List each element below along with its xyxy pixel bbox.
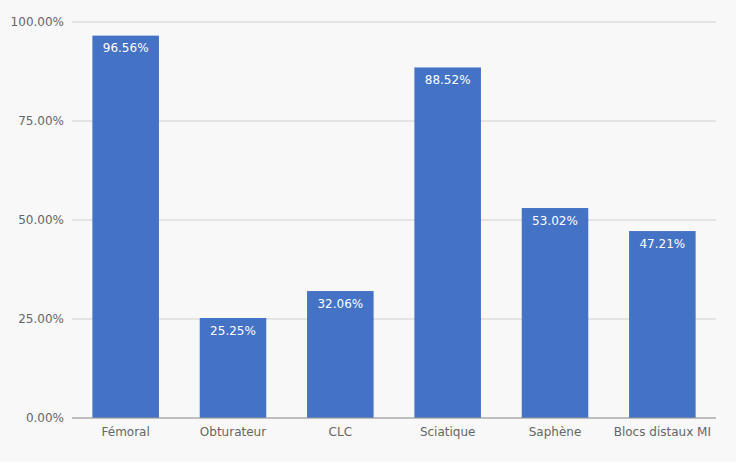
y-tick-label: 100.00%	[11, 15, 64, 29]
y-tick-label: 50.00%	[18, 213, 64, 227]
data-labels: 96.56% 25.25% 32.06% 88.52% 53.02% 47.21%	[103, 41, 685, 337]
chart-svg: 0.00% 25.00% 50.00% 75.00% 100.00% 96.56% 25.2…	[0, 0, 736, 462]
x-tick-label: CLC	[329, 425, 352, 439]
bar	[629, 231, 696, 418]
bar	[307, 291, 374, 418]
x-tick-label: Fémoral	[102, 425, 150, 439]
y-tick-label: 75.00%	[18, 114, 64, 128]
x-tick-label: Saphène	[529, 425, 582, 439]
x-tick-label: Obturateur	[200, 425, 266, 439]
x-tick-label: Blocs distaux MI	[614, 425, 711, 439]
y-tick-label: 0.00%	[26, 411, 64, 425]
grid-line	[72, 22, 716, 23]
bars	[92, 36, 695, 418]
grid-line	[72, 319, 716, 320]
data-label: 25.25%	[210, 324, 256, 338]
grid	[72, 22, 716, 418]
x-axis-line	[72, 418, 716, 419]
bar	[200, 318, 267, 418]
x-tick-label: Sciatique	[420, 425, 476, 439]
data-label: 32.06%	[317, 297, 363, 311]
data-label: 47.21%	[639, 237, 685, 251]
grid-line	[72, 121, 716, 122]
x-axis: Fémoral Obturateur CLC Sciatique Saphène Bloc…	[72, 418, 716, 439]
bar	[92, 36, 159, 418]
data-label: 88.52%	[425, 73, 471, 87]
y-tick-label: 25.00%	[18, 312, 64, 326]
data-label: 53.02%	[532, 214, 578, 228]
y-axis: 0.00% 25.00% 50.00% 75.00% 100.00%	[11, 15, 64, 425]
grid-line	[72, 220, 716, 221]
grid-line	[72, 418, 716, 419]
bar	[414, 67, 481, 418]
bar	[522, 208, 589, 418]
chart-container: 0.00% 25.00% 50.00% 75.00% 100.00% 96.56% 25.2…	[0, 0, 736, 462]
data-label: 96.56%	[103, 41, 149, 55]
